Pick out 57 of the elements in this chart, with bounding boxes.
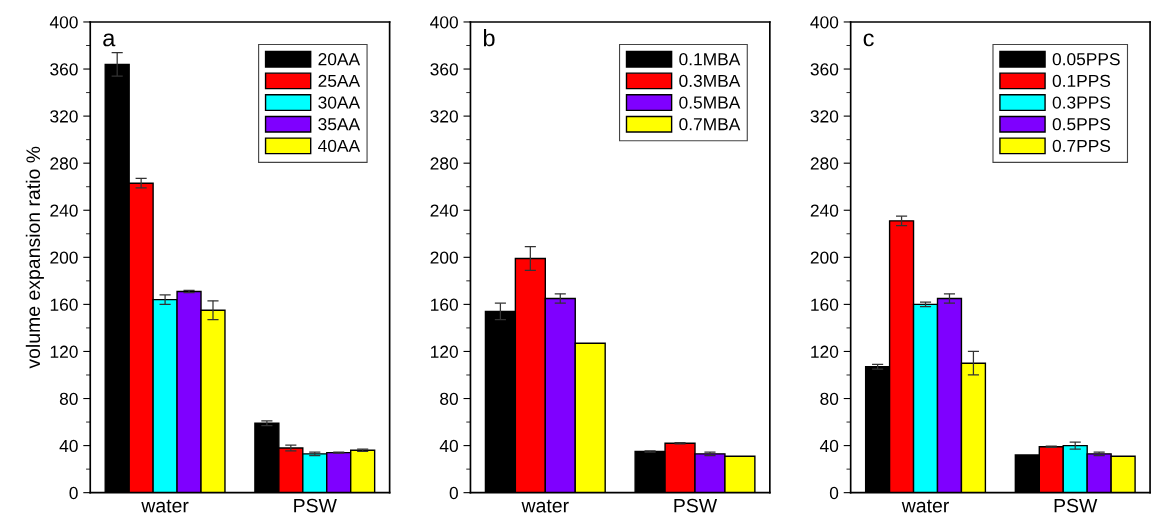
- y-tick-label: 400: [49, 16, 78, 29]
- legend-label: 0.5MBA: [679, 96, 741, 109]
- y-tick-label: 160: [50, 298, 78, 311]
- legend-label: 35AA: [318, 118, 361, 131]
- y-tick-label: 200: [430, 251, 458, 264]
- y-tick-label: 320: [430, 110, 458, 123]
- legend-label: 20AA: [318, 53, 361, 66]
- annotation: a: [103, 33, 116, 47]
- y-tick-label: 360: [430, 63, 458, 76]
- y-tick-label: 0: [69, 486, 78, 500]
- x-tick-label: water: [141, 499, 189, 513]
- annotation: b: [483, 29, 495, 47]
- legend-label: 0.3PPS: [1052, 96, 1111, 109]
- y-tick-label: 360: [50, 63, 78, 76]
- legend-label: 0.7MBA: [679, 118, 741, 131]
- x-tick-label: water: [901, 499, 949, 513]
- legend-label: 40AA: [318, 139, 361, 152]
- y-tick-label: 80: [820, 392, 839, 405]
- y-tick-label: 320: [810, 110, 839, 123]
- y-tick-label: 200: [50, 251, 78, 264]
- y-tick-label: 400: [430, 16, 458, 29]
- y-tick-label: 200: [810, 251, 839, 264]
- legend-label: 0.1MBA: [679, 53, 741, 66]
- y-tick-label: 400: [810, 16, 839, 29]
- y-tick-label: 160: [431, 298, 458, 311]
- y-tick-label: 280: [810, 157, 839, 170]
- y-tick-label: 40: [439, 439, 458, 453]
- annotation: c: [863, 33, 874, 47]
- legend-label: 0.7PPS: [1052, 139, 1111, 152]
- y-axis-title: volume expansion ratio %: [25, 146, 44, 369]
- x-tick-label: PSW: [674, 498, 718, 513]
- y-tick-label: 280: [430, 157, 458, 170]
- y-tick-label: 160: [811, 298, 839, 311]
- y-tick-label: 40: [59, 439, 78, 453]
- legend-label: 0.1PPS: [1052, 74, 1111, 88]
- x-tick-label: water: [521, 499, 569, 513]
- legend-label: 0.5PPS: [1052, 118, 1111, 131]
- y-tick-label: 80: [440, 392, 458, 405]
- y-tick-label: 120: [431, 345, 458, 358]
- y-tick-label: 280: [50, 157, 78, 170]
- y-tick-label: 320: [50, 110, 78, 123]
- legend-label: 0.05PPS: [1052, 53, 1120, 66]
- legend-label: 0.3MBA: [679, 74, 741, 88]
- legend-label: 25AA: [318, 74, 361, 88]
- y-tick-label: 240: [430, 204, 458, 217]
- y-tick-label: 80: [59, 392, 78, 405]
- y-tick-label: 120: [811, 345, 839, 358]
- y-tick-label: 240: [50, 204, 78, 217]
- y-tick-label: 0: [449, 486, 458, 500]
- y-tick-label: 240: [810, 204, 839, 217]
- y-tick-label: 120: [50, 345, 78, 358]
- y-tick-label: 360: [810, 63, 839, 76]
- y-tick-label: 40: [819, 439, 839, 453]
- legend-label: 30AA: [318, 96, 361, 109]
- x-tick-label: PSW: [1054, 498, 1098, 513]
- x-tick-label: PSW: [294, 498, 337, 513]
- y-tick-label: 0: [829, 486, 839, 500]
